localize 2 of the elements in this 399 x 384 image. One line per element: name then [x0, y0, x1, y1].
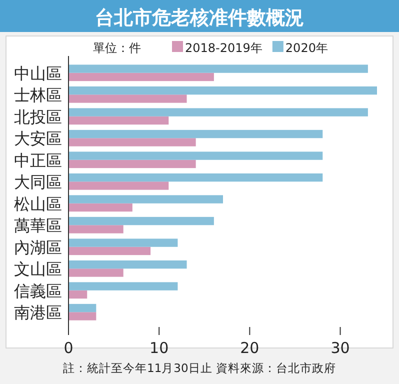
- title: 台北市危老核准件數概況: [95, 7, 304, 29]
- footnote: 註：統計至今年11月30日止 資料來源：台北市政府: [63, 361, 336, 375]
